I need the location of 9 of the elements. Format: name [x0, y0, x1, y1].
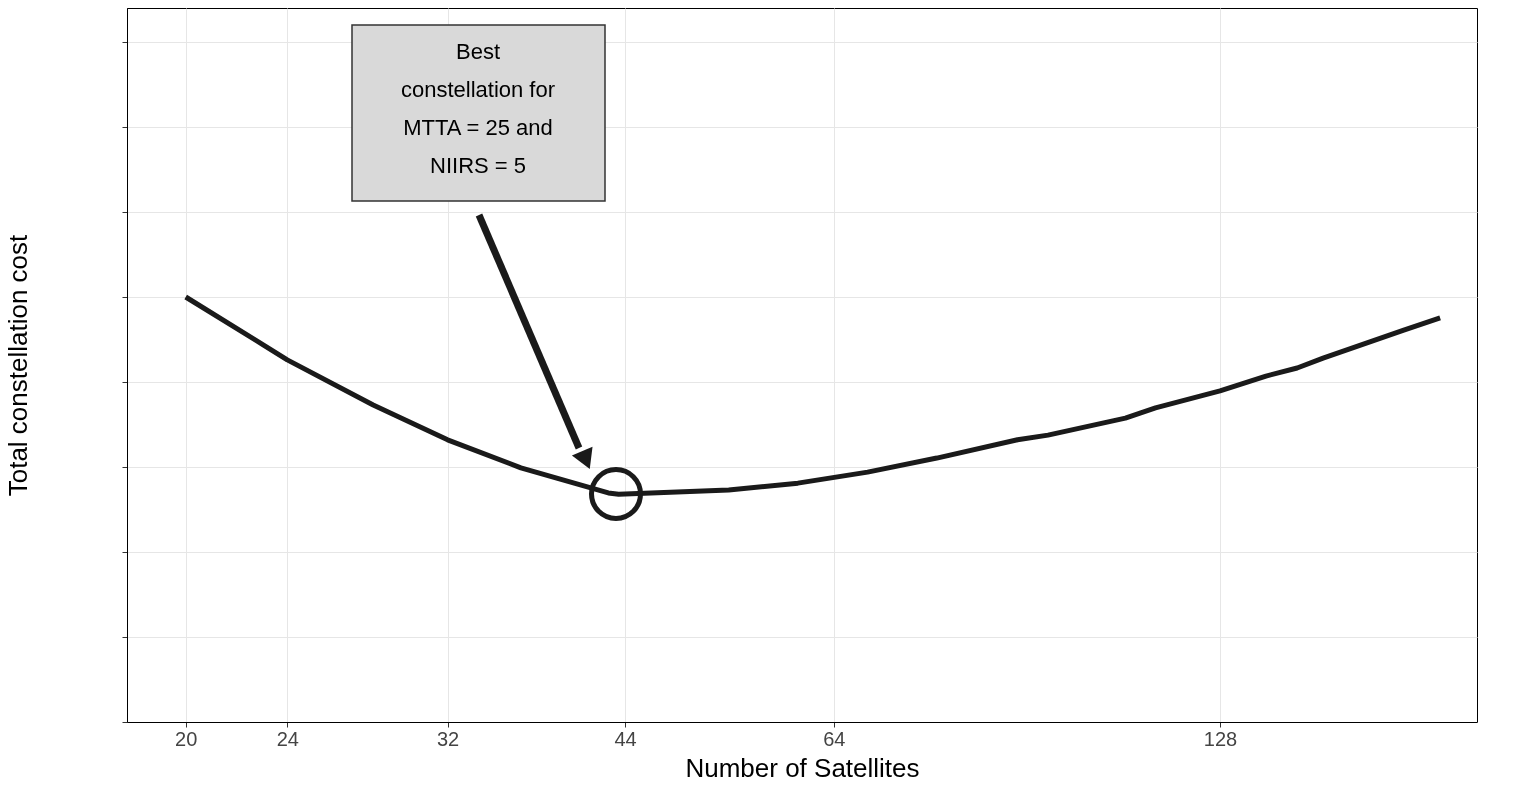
x-tick-label: 64	[823, 727, 846, 750]
x-tick-label: 128	[1203, 727, 1238, 750]
y-axis-title: Total constellation cost	[3, 233, 33, 497]
x-tick-label: 44	[614, 727, 637, 750]
text: Best constellation for MTTA = 25 and NIIRS = 5	[400, 39, 556, 178]
x-tick-label: 24	[276, 727, 299, 750]
x-axis-title: Number of Satellites	[685, 752, 920, 783]
x-tick-label: 32	[436, 727, 460, 750]
x-tick-label: 20	[175, 727, 198, 750]
